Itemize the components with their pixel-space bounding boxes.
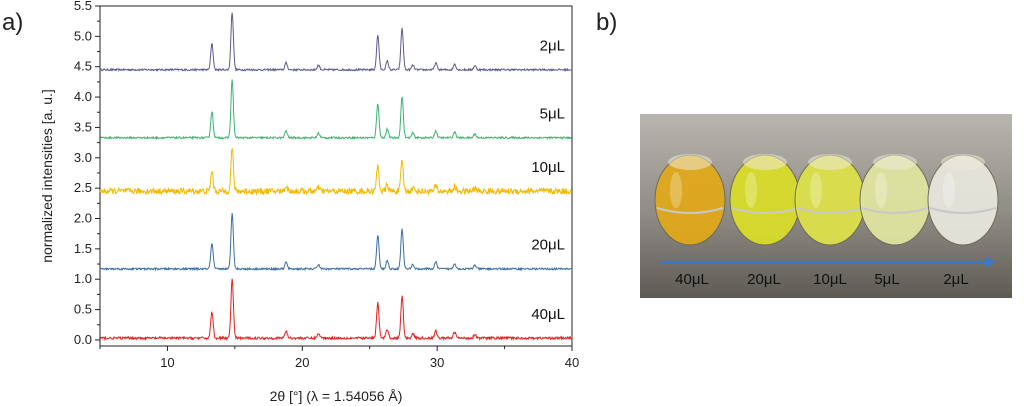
- series-label: 2μL: [540, 37, 565, 54]
- vial-highlight: [745, 172, 757, 208]
- y-axis: 0.0 0.5 1.0 1.5 2.0 2.5 3.0 3.5 4.0 4.5 5.0 5.5: [74, 0, 100, 347]
- x-tick-label: 40: [565, 355, 579, 370]
- series-labels: 2μL 5μL 10μL 20μL 40μL: [531, 37, 565, 322]
- series-lines: [99, 12, 573, 342]
- y-tick-label: 1.5: [74, 241, 92, 256]
- vial-label: 40μL: [675, 271, 709, 288]
- vial-cap: [873, 154, 917, 170]
- x-tick-label: 20: [295, 355, 309, 370]
- x-axis: 10 20 30 40: [99, 346, 579, 370]
- y-tick-label: 4.0: [74, 89, 92, 104]
- vial: [729, 154, 801, 246]
- vial-band: [861, 207, 929, 214]
- y-tick-label: 5.5: [74, 0, 92, 13]
- vial-label: 10μL: [813, 271, 847, 288]
- series-line: [99, 147, 573, 197]
- vial-highlight: [875, 172, 887, 208]
- series-line: [99, 213, 573, 272]
- vial-label: 2μL: [943, 271, 968, 288]
- vial-cap: [743, 154, 787, 170]
- vial-cap: [808, 154, 852, 170]
- vial-band: [731, 207, 799, 214]
- y-tick-label: 1.0: [74, 271, 92, 286]
- y-tick-label: 5.0: [74, 28, 92, 43]
- series-label: 5μL: [540, 105, 565, 122]
- vial-highlight: [670, 172, 682, 208]
- x-axis-title: 2θ [°] (λ = 1.54056 Å): [270, 388, 403, 404]
- vial-highlight: [810, 172, 822, 208]
- series-label: 40μL: [531, 306, 565, 323]
- vial-cap: [941, 154, 985, 170]
- vial-label: 20μL: [747, 271, 781, 288]
- series-line: [99, 79, 573, 141]
- vial-band: [929, 207, 997, 214]
- vial: [927, 154, 999, 246]
- y-tick-label: 3.0: [74, 150, 92, 165]
- panel-label-b: b): [596, 9, 617, 36]
- y-tick-label: 2.5: [74, 180, 92, 195]
- vials-photo: 40μL 20μL 10μL 5μL 2μL: [640, 114, 1012, 298]
- x-tick-label: 30: [430, 355, 444, 370]
- y-axis-title: normalized intensities [a. u.]: [39, 89, 55, 263]
- x-tick-label: 10: [160, 355, 174, 370]
- vial-label: 5μL: [874, 271, 899, 288]
- vial: [859, 154, 931, 246]
- series-label: 10μL: [531, 159, 565, 176]
- y-tick-label: 4.5: [74, 59, 92, 74]
- vial: [654, 154, 726, 246]
- vial-band: [656, 207, 724, 214]
- vial-labels: 40μL 20μL 10μL 5μL 2μL: [675, 271, 969, 288]
- y-tick-label: 2.0: [74, 211, 92, 226]
- xrd-chart: 0.0 0.5 1.0 1.5 2.0 2.5 3.0 3.5 4.0 4.5 5.0 5.5 10 2…: [39, 0, 579, 404]
- y-tick-label: 0.5: [74, 302, 92, 317]
- series-label: 20μL: [531, 237, 565, 254]
- vial-band: [796, 207, 864, 214]
- series-line: [99, 12, 573, 73]
- plot-frame: [99, 5, 573, 347]
- vial-cap: [668, 154, 712, 170]
- y-tick-label: 3.5: [74, 119, 92, 134]
- vials: [654, 154, 999, 246]
- vial-highlight: [943, 172, 955, 208]
- vial: [794, 154, 866, 246]
- series-line: [99, 278, 573, 342]
- panel-label-a: a): [2, 9, 23, 36]
- y-tick-label: 0.0: [74, 332, 92, 347]
